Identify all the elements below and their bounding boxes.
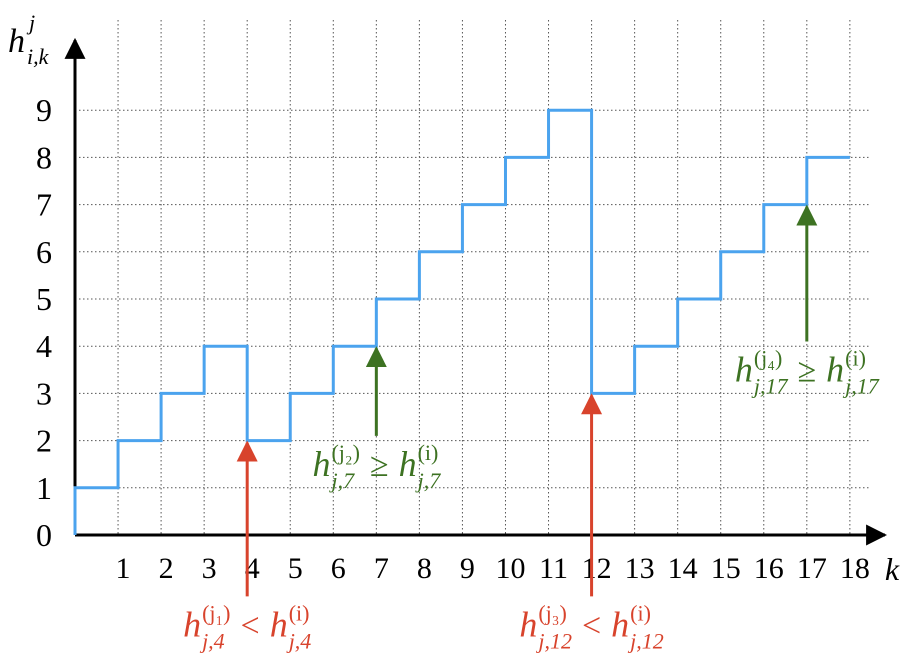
annotation-symbol: h [735, 349, 753, 389]
x-tick-label: 8 [417, 552, 432, 585]
y-tick-label: 8 [36, 139, 52, 175]
annotation-relation: ≥ [370, 447, 389, 484]
x-tick-label: 14 [668, 552, 698, 585]
y-tick-label: 1 [36, 470, 52, 506]
y-tick-label: 3 [36, 375, 52, 411]
annotation-relation: ≥ [797, 352, 816, 389]
step-line [73, 108, 850, 535]
annotation-relation: < [582, 607, 601, 644]
annotation-sub: j,17 [751, 373, 789, 398]
annotation-sup: (i) [845, 345, 866, 370]
y-tick-label: 5 [36, 281, 52, 317]
y-tick-label: 7 [36, 187, 52, 223]
annotation-label: h (j₄)j,17 ≥ h (i)j,17 [735, 345, 880, 398]
annotation-label: h (j₁)j,4 < h (i)j,4 [183, 600, 311, 653]
annotation-sup: (j₃) [538, 600, 566, 625]
x-tick-label: 1 [116, 552, 131, 585]
annotation-sub: j,12 [627, 628, 664, 653]
x-tick-label: 15 [711, 552, 741, 585]
annotation-symbol: h [826, 349, 844, 389]
annotation-sub: j,7 [328, 468, 355, 493]
x-tick-label: 12 [582, 552, 612, 585]
annotation-sub: j,4 [199, 628, 225, 653]
annotation-label: h (j₂)j,7 ≥ h (i)j,7 [312, 440, 441, 493]
annotation-sup: (i) [630, 600, 651, 625]
x-tick-label: 3 [202, 552, 217, 585]
annotation-sub: j,17 [842, 373, 880, 398]
annotation-sub: j,4 [286, 628, 312, 653]
y-tick-label: 9 [36, 92, 52, 128]
annotation-symbol: h [312, 444, 330, 484]
y-tick-label: 2 [36, 423, 52, 459]
annotation-sup: (j₁) [202, 600, 230, 625]
x-tick-label: 17 [797, 552, 827, 585]
annotation-sup: (i) [418, 440, 439, 465]
annotation-sup: (i) [289, 600, 310, 625]
x-tick-label: 6 [331, 552, 346, 585]
annotation-sub: j,7 [415, 468, 442, 493]
x-tick-label: 18 [840, 552, 870, 585]
y-tick-label: 0 [36, 517, 52, 553]
y-axis-label-sup: j [26, 10, 35, 35]
y-axis-label: h [8, 23, 25, 60]
annotation-relation: < [241, 607, 260, 644]
y-axis-label-sub: i,k [27, 44, 50, 69]
x-tick-label: 7 [374, 552, 389, 585]
x-tick-label: 16 [754, 552, 784, 585]
x-tick-label: 9 [460, 552, 475, 585]
x-axis-label: k [885, 551, 900, 587]
annotation-symbol: h [270, 604, 288, 644]
x-tick-label: 10 [495, 552, 525, 585]
x-tick-label: 13 [625, 552, 655, 585]
x-tick-label: 2 [159, 552, 174, 585]
x-tick-label: 11 [539, 552, 568, 585]
annotation-label: h (j₃)j,12 < h (i)j,12 [519, 600, 663, 653]
annotation-symbol: h [399, 444, 417, 484]
x-tick-label: 5 [288, 552, 303, 585]
annotation-symbol: h [183, 604, 201, 644]
y-tick-label: 4 [36, 328, 52, 364]
annotation-symbol: h [519, 604, 537, 644]
annotation-sub: j,12 [535, 628, 572, 653]
annotation-symbol: h [611, 604, 629, 644]
y-tick-label: 6 [36, 234, 52, 270]
annotation-sup: (j₂) [331, 440, 359, 465]
annotation-sup: (j₄) [754, 345, 782, 370]
